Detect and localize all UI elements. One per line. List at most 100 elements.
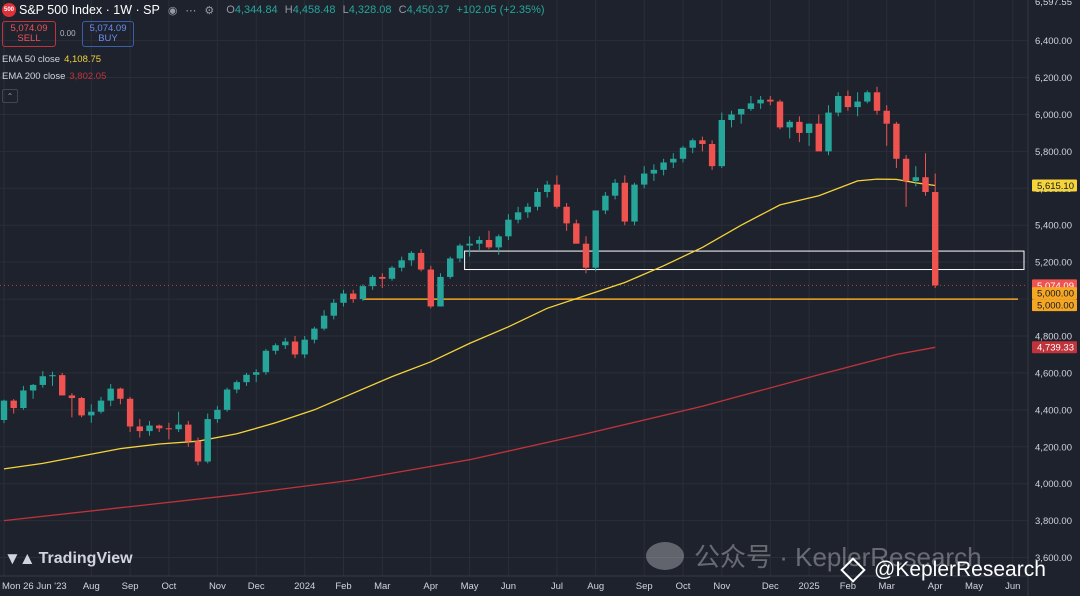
ema50-label: EMA 50 close — [2, 54, 61, 65]
candle — [165, 422, 173, 440]
candle-body — [854, 101, 861, 108]
price-label-bg — [1032, 287, 1077, 300]
candle-body — [563, 206, 570, 224]
time-tick-label: Apr — [423, 581, 438, 592]
ema200-line — [3, 346, 936, 522]
candle-body — [417, 252, 425, 270]
candle-body — [728, 114, 735, 120]
candle — [873, 86, 881, 115]
candle-body — [97, 400, 105, 412]
candle — [738, 108, 745, 124]
candle-body — [747, 103, 755, 109]
candle — [893, 121, 900, 168]
time-tick-label: May — [461, 581, 479, 592]
candle-body — [912, 177, 919, 181]
ema50-legend[interactable]: EMA 50 close 4,108.75 — [2, 54, 101, 65]
candle-body — [495, 236, 502, 248]
candle — [88, 404, 95, 423]
candle — [689, 138, 696, 154]
candle — [621, 175, 628, 226]
candle-body — [835, 96, 842, 113]
candle-body — [126, 398, 134, 427]
candle-body — [0, 400, 8, 420]
price-tick-label: 6,400.00 — [1035, 36, 1072, 47]
symbol-title[interactable]: S&P 500 Index · 1W · SP — [19, 3, 160, 17]
candle — [592, 210, 599, 272]
wechat-icon — [646, 541, 684, 570]
candle — [311, 326, 318, 344]
candle — [456, 243, 464, 263]
wechat-text: 公众号 · KeplerResearch — [694, 542, 982, 572]
candle — [59, 372, 66, 396]
price-tick-label-top: 6,597.55 — [1035, 0, 1072, 8]
time-axis: Mon 26 Jun '23 Aug Sep Oct Nov Dec 2024 Feb Mar A… — [2, 581, 1020, 592]
candle-body — [524, 206, 531, 213]
ema200-legend[interactable]: EMA 200 close 3,802.05 — [2, 71, 106, 82]
candle-body — [388, 267, 396, 279]
candle — [922, 153, 929, 196]
candle — [631, 182, 638, 226]
candle — [679, 145, 687, 163]
time-tick-label: Oct — [162, 581, 177, 592]
ema200-label: EMA 200 close — [2, 71, 66, 82]
candle-body — [883, 110, 890, 124]
candle — [282, 337, 289, 349]
candle-body — [369, 276, 376, 287]
candle — [553, 175, 561, 209]
candle-body — [146, 425, 153, 432]
candle-body — [873, 92, 881, 111]
grid-lines — [0, 0, 1028, 576]
time-tick-label: Mar — [879, 581, 895, 592]
more-icon[interactable]: ⋯ — [185, 4, 197, 17]
candle-body — [301, 339, 308, 355]
price-tick-label: 6,200.00 — [1035, 73, 1072, 84]
buy-button[interactable]: 5,074.09 BUY — [82, 21, 134, 47]
candle — [272, 343, 279, 355]
time-tick-label: Feb — [840, 581, 856, 592]
candle — [485, 230, 493, 250]
candle-body — [350, 293, 357, 300]
candle-body — [136, 426, 143, 432]
candle — [68, 393, 76, 418]
eye-icon[interactable]: ◉ — [167, 4, 178, 17]
candle-body — [311, 328, 318, 340]
candle-body — [485, 240, 493, 248]
time-tick-label: Mar — [374, 581, 390, 592]
time-tick-label: Apr — [928, 581, 943, 592]
candle-body — [553, 184, 561, 207]
candle-body — [49, 375, 56, 377]
tradingview-wordmark: TradingView — [38, 550, 133, 567]
candle-body — [621, 182, 628, 222]
settings-icon[interactable]: ⚙ — [204, 4, 215, 17]
price-tick-label: 3,800.00 — [1035, 516, 1072, 527]
candle — [505, 214, 512, 240]
candle — [97, 396, 105, 414]
candle-body — [253, 372, 260, 375]
candle — [233, 380, 240, 394]
sell-button[interactable]: 5,074.09 SELL — [2, 21, 56, 47]
candle — [379, 273, 386, 288]
candle-body — [902, 158, 910, 181]
buy-label: BUY — [98, 33, 118, 44]
price-labels: 5,615.105,074.095,000.005,000.004,739.33 — [1032, 179, 1077, 354]
collapse-legend-button[interactable]: ⌃ — [2, 89, 18, 103]
candle-body — [194, 441, 202, 462]
diamond-icon — [840, 557, 866, 583]
price-label-bg — [1032, 299, 1077, 312]
time-tick-label: Dec — [248, 581, 265, 592]
candle-body — [456, 245, 464, 259]
time-tick-label: Nov — [713, 581, 730, 592]
price-label: 5,615.10 — [1032, 179, 1077, 192]
price-tick-label: 4,200.00 — [1035, 442, 1072, 453]
candle — [78, 396, 85, 418]
candle — [864, 90, 871, 104]
time-tick-label: Dec — [762, 581, 779, 592]
candle-body — [185, 424, 192, 442]
candle-body — [514, 212, 522, 220]
price-tick-label: 5,200.00 — [1035, 258, 1072, 269]
ema200-value: 3,802.05 — [69, 71, 107, 82]
candle-body — [573, 223, 580, 244]
candle — [388, 265, 396, 281]
candle-body — [922, 177, 929, 192]
